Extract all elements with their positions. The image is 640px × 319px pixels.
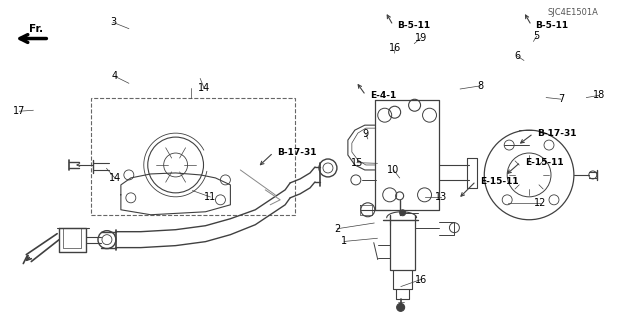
Text: B-17-31: B-17-31 — [277, 148, 317, 157]
Text: 4: 4 — [112, 71, 118, 81]
Text: 1: 1 — [341, 236, 348, 247]
Text: 8: 8 — [477, 81, 484, 91]
Text: SJC4E1501A: SJC4E1501A — [548, 8, 599, 17]
Text: 14: 14 — [198, 83, 210, 93]
Text: 9: 9 — [363, 129, 369, 139]
Text: 16: 16 — [389, 43, 401, 53]
Text: 7: 7 — [557, 94, 564, 104]
Text: 13: 13 — [435, 192, 447, 202]
Text: 15: 15 — [351, 158, 363, 168]
Text: B-5-11: B-5-11 — [536, 21, 568, 30]
Text: Fr.: Fr. — [29, 24, 44, 33]
Circle shape — [399, 210, 406, 216]
Text: 16: 16 — [415, 275, 427, 285]
Text: E-15-11: E-15-11 — [480, 177, 518, 186]
Text: 3: 3 — [110, 17, 116, 27]
Text: 10: 10 — [387, 165, 399, 175]
Text: B-5-11: B-5-11 — [397, 21, 430, 30]
Text: E-15-11: E-15-11 — [525, 158, 563, 167]
Text: 14: 14 — [109, 173, 121, 183]
Text: 19: 19 — [415, 33, 427, 43]
Text: 11: 11 — [204, 192, 216, 202]
Text: 2: 2 — [334, 224, 340, 234]
Text: B-17-31: B-17-31 — [538, 129, 577, 138]
Text: 12: 12 — [534, 198, 546, 208]
Text: 18: 18 — [593, 90, 605, 100]
Text: 5: 5 — [534, 31, 540, 41]
Circle shape — [397, 303, 404, 311]
Text: E-4-1: E-4-1 — [370, 91, 396, 100]
Text: 17: 17 — [13, 106, 26, 116]
Text: 6: 6 — [515, 51, 520, 61]
